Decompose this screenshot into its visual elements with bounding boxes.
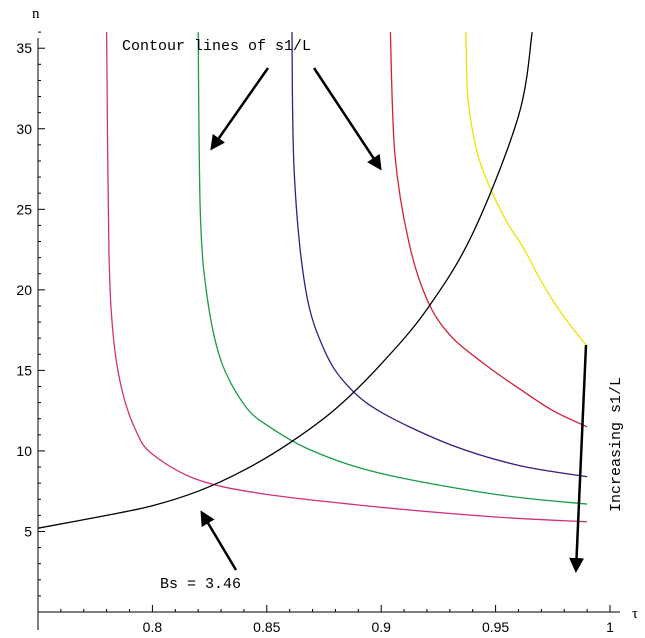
y-tick-label: 10: [16, 443, 32, 459]
y-tick-label: 5: [24, 523, 32, 539]
series-line-5: [37, 31, 533, 529]
series-line-0: [105, 32, 588, 523]
x-tick-label: 0.85: [253, 619, 280, 635]
x-tick-label: 0.8: [143, 619, 163, 635]
arrow-increasing: [569, 344, 588, 573]
y-tick-label: 30: [16, 121, 32, 137]
x-axis-label: τ: [632, 606, 638, 622]
annotation-bs: Bs = 3.46: [160, 576, 241, 593]
series-line-4: [465, 32, 588, 347]
annotation-increasing: Increasing s1/L: [608, 377, 625, 512]
annotation-contour-lines: Contour lines of s1/L: [122, 38, 311, 55]
x-tick-label: 0.9: [371, 619, 391, 635]
series-layer: [37, 31, 588, 529]
arrow-contour-right: [312, 67, 382, 171]
arrow-contour-left: [210, 67, 270, 151]
series-line-1: [197, 32, 588, 505]
y-tick-label: 15: [16, 362, 32, 378]
y-tick-label: 35: [16, 40, 32, 56]
arrow-bs: [200, 510, 238, 571]
y-tick-label: 20: [16, 282, 32, 298]
y-tick-label: 25: [16, 201, 32, 217]
series-line-3: [389, 32, 588, 428]
series-line-2: [291, 32, 588, 478]
x-tick-label: 1: [606, 619, 614, 635]
y-axis-label: n: [32, 6, 40, 22]
x-tick-label: 0.95: [482, 619, 509, 635]
